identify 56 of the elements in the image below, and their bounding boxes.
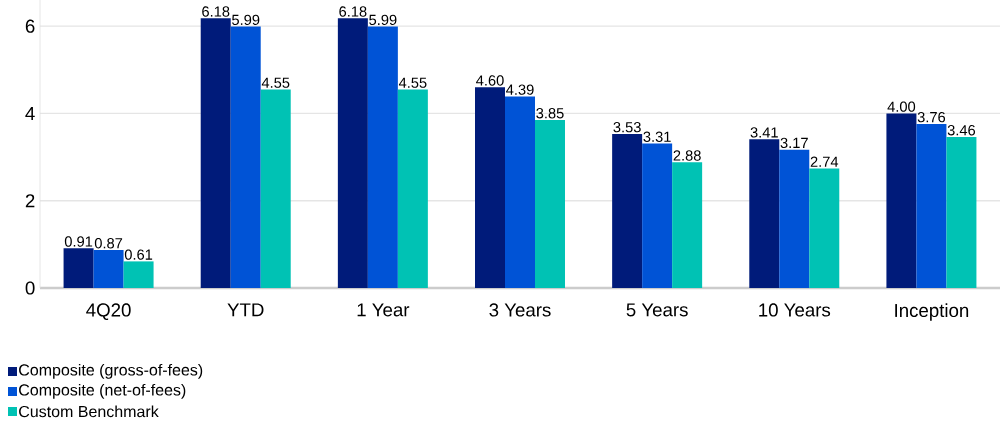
data-label: 3.53 [613,122,641,133]
bar [809,168,840,288]
data-label: 4.60 [476,75,504,86]
bar [475,87,505,288]
bar [230,26,261,288]
data-label: 4.00 [887,101,916,112]
x-tick-label: 1 Year [357,303,410,317]
x-tick-label: 3 Years [489,303,551,317]
x-tick-label: 4Q20 [86,303,131,320]
x-tick-label: 10 Years [759,303,831,317]
bar [612,133,643,288]
bar [93,250,124,288]
data-label: 2.88 [673,150,701,161]
data-label: 3.41 [750,127,778,138]
bar [505,96,535,288]
bar [886,113,917,288]
y-tick-label: 2 [25,194,35,208]
y-tick-label: 0 [25,281,35,295]
bar [946,137,977,288]
data-label: 5.99 [232,14,260,26]
data-label: 0.61 [124,249,153,260]
bar [397,89,428,288]
bar [200,18,231,288]
data-label: 6.18 [339,6,367,17]
bar [535,120,565,288]
data-label: 3.17 [780,137,808,149]
legend-label: Composite (net-of-fees) [19,383,186,399]
bar [642,143,673,288]
bar [749,139,780,288]
bar [260,89,291,288]
x-tick-label: 5 Years [626,303,688,317]
data-label: 5.99 [369,14,397,26]
bar [916,123,947,288]
bar [337,18,368,288]
data-label: 3.85 [536,108,564,119]
data-label: 6.18 [202,6,230,17]
bar [123,261,154,288]
data-label: 0.87 [94,238,123,249]
y-tick-label: 6 [25,19,35,33]
bar [672,162,703,288]
x-tick-label: Inception [895,303,969,321]
data-label: 4.55 [398,77,427,88]
bar [367,26,398,288]
legend-label: Custom Benchmark [19,405,159,418]
data-label: 3.31 [643,131,671,142]
data-label: 4.39 [506,84,534,95]
legend-label: Composite (gross-of-fees) [19,363,203,379]
bar [63,248,94,288]
data-label: 0.91 [64,236,93,247]
x-tick-label: YTD [227,303,264,317]
y-tick-label: 4 [25,107,35,120]
data-label: 4.55 [261,77,290,88]
data-label: 3.46 [947,125,976,136]
data-label: 3.76 [917,111,946,123]
bar [779,149,810,288]
data-label: 2.74 [810,156,839,167]
